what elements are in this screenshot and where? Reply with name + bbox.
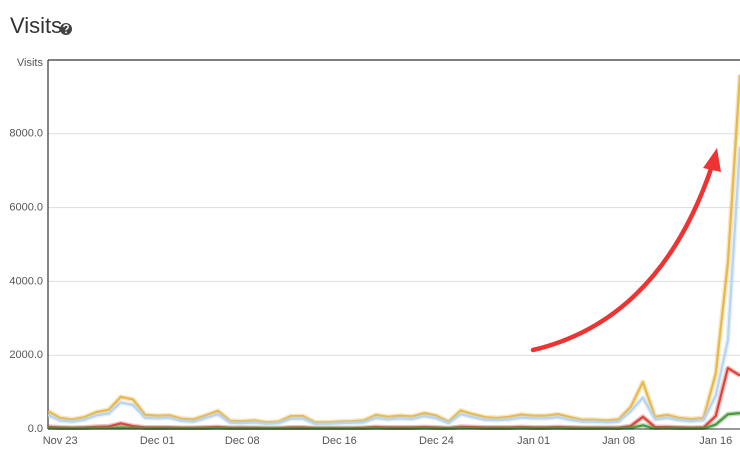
x-tick-label: Dec 24 [419,435,454,447]
chart-title: Visits [10,13,62,38]
y-tick-label: 8000.0 [9,128,43,140]
x-tick-label: Dec 16 [322,435,357,447]
x-tick-label: Nov 23 [43,435,78,447]
y-tick-label: 6000.0 [9,202,43,214]
help-icon[interactable] [60,23,72,35]
series-line [48,367,740,430]
line-halo [48,74,740,425]
series-line [48,74,740,424]
x-tick-label: Jan 08 [602,435,635,447]
x-tick-label: Jan 16 [699,435,732,447]
trend-arrow [530,148,721,353]
y-axis-label: Visits [17,57,44,69]
series-line [48,146,740,425]
y-tick-label: 4000.0 [9,275,43,287]
line-halo [48,146,740,427]
x-tick-label: Jan 01 [517,435,550,447]
x-tick-label: Dec 08 [225,435,260,447]
y-tick-label: 2000.0 [9,349,43,361]
x-tick-label: Dec 01 [140,435,175,447]
y-tick-label: 0.0 [28,423,43,435]
